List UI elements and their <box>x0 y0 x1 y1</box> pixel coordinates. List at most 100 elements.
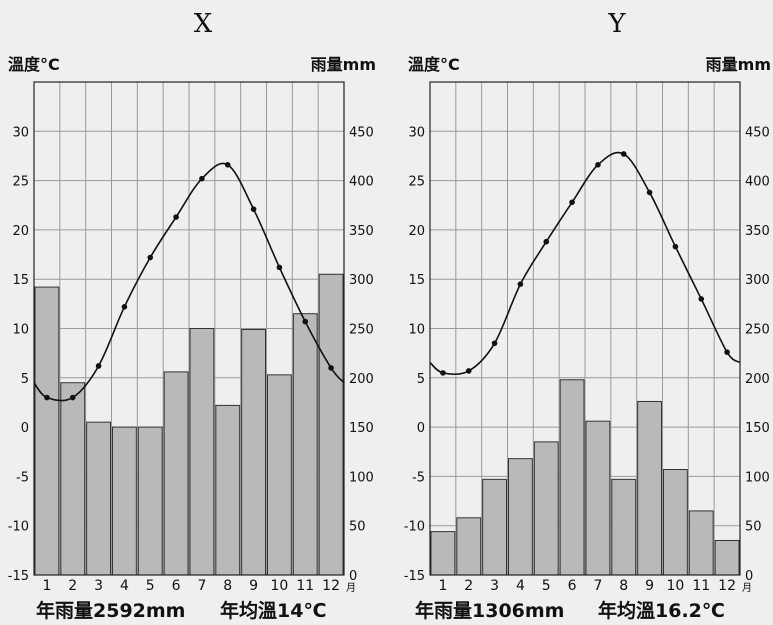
month-label: 4 <box>120 578 129 594</box>
temperature-point <box>698 296 705 302</box>
temp-tick-label: 20 <box>408 224 425 239</box>
temperature-point <box>302 318 309 325</box>
month-label: 12 <box>322 578 340 594</box>
temperature-point <box>724 349 730 355</box>
temp-tick-label: 15 <box>408 273 425 288</box>
tick-labels: 302520151050-5-10-1545040035030025020015… <box>8 125 374 594</box>
rain-bar <box>241 328 267 576</box>
left-axis-title: 溫度°C <box>8 55 60 74</box>
annual-temp-label: 年均溫14℃ <box>220 599 326 622</box>
climate-chart-x: X 溫度°C 雨量mm 302520151050-5-10-1545040035… <box>8 9 376 622</box>
rain-tick-label: 300 <box>745 273 770 288</box>
temperature-point <box>250 206 257 212</box>
rain-tick-label: 400 <box>349 175 374 190</box>
temp-tick-label: 30 <box>12 125 29 140</box>
rain-tick-label: 100 <box>745 470 770 485</box>
rain-bar <box>714 539 740 576</box>
rain-tick-label: 450 <box>349 125 374 140</box>
temp-tick-label: 0 <box>21 421 29 436</box>
rain-tick-label: 150 <box>349 421 374 436</box>
plot-frame <box>33 81 345 576</box>
rain-bar <box>508 458 533 576</box>
temperature-point <box>620 151 627 157</box>
plot-border <box>33 81 345 576</box>
grid <box>430 82 740 575</box>
rain-bar <box>559 379 585 576</box>
month-unit-label: 月 <box>742 582 752 594</box>
temp-tick-label: 20 <box>12 224 29 239</box>
month-label: 10 <box>271 578 289 594</box>
temperature-point <box>44 394 50 401</box>
temp-tick-label: 10 <box>408 323 425 338</box>
temperature-point <box>569 199 575 206</box>
plot-border <box>429 81 741 576</box>
rain-bar <box>292 313 318 576</box>
right-axis-title: 雨量mm <box>706 55 771 74</box>
rain-tick-label: 350 <box>349 224 374 239</box>
month-label: 4 <box>516 578 525 594</box>
temperature-point <box>95 363 102 369</box>
temp-tick-label: 10 <box>12 323 29 338</box>
rain-bar <box>585 420 611 576</box>
chart-title: X <box>194 9 213 39</box>
temperature-point <box>491 340 498 347</box>
month-label: 8 <box>619 578 628 594</box>
month-label: 12 <box>718 578 736 594</box>
temperature-point <box>543 238 550 245</box>
temperature-point <box>69 394 76 401</box>
rain-tick-label: 50 <box>745 520 762 535</box>
climate-chart-y: Y 溫度°C 雨量mm 302520151050-5-10-1545040035… <box>404 9 771 622</box>
temp-tick-label: -10 <box>404 520 425 535</box>
temperature-point <box>328 365 334 371</box>
temp-line <box>429 151 741 376</box>
month-label: 1 <box>42 578 51 594</box>
month-label: 2 <box>68 578 77 594</box>
left-axis-title: 溫度°C <box>408 55 460 74</box>
temperature-point <box>517 281 524 287</box>
rain-bar <box>163 371 189 576</box>
annual-temp-label: 年均溫16.2℃ <box>598 599 725 622</box>
month-label: 3 <box>490 578 499 594</box>
rain-bar <box>112 426 137 576</box>
temp-tick-label: 5 <box>21 372 29 387</box>
rain-bar <box>215 404 241 576</box>
month-label: 11 <box>692 578 710 594</box>
month-label: 2 <box>464 578 473 594</box>
rain-tick-label: 250 <box>745 323 770 338</box>
month-label: 6 <box>568 578 577 594</box>
rain-tick-label: 450 <box>745 125 770 140</box>
rain-bar <box>189 328 215 576</box>
rain-tick-label: 200 <box>349 372 374 387</box>
month-label: 8 <box>223 578 232 594</box>
temp-tick-label: 15 <box>12 273 29 288</box>
rain-tick-label: 150 <box>745 421 770 436</box>
temperature-point <box>672 243 679 250</box>
rain-bar <box>611 478 637 576</box>
rain-tick-label: 100 <box>349 470 374 485</box>
month-label: 7 <box>593 578 602 594</box>
rain-bar <box>60 382 86 576</box>
chart-title: Y <box>607 9 626 39</box>
temp-tick-label: 25 <box>408 175 425 190</box>
rain-bar <box>533 441 559 576</box>
temperature-point <box>440 370 446 376</box>
month-label: 11 <box>296 578 314 594</box>
rain-bars <box>430 379 740 576</box>
temp-tick-label: 25 <box>12 175 29 190</box>
annual-rain-label: 年雨量1306mm <box>415 599 564 622</box>
rain-tick-label: 350 <box>745 224 770 239</box>
rain-bar <box>34 286 60 576</box>
rain-tick-label: 400 <box>745 175 770 190</box>
temperature-point <box>121 304 128 310</box>
temperature-curve <box>33 162 345 402</box>
rain-bar <box>430 531 456 576</box>
rain-tick-label: 50 <box>349 520 366 535</box>
temperature-point <box>224 162 231 168</box>
temp-tick-label: 5 <box>417 372 425 387</box>
rain-tick-label: 300 <box>349 273 374 288</box>
temperature-point <box>199 175 205 182</box>
month-label: 5 <box>146 578 155 594</box>
rain-tick-label: 250 <box>349 323 374 338</box>
temp-line <box>33 162 345 402</box>
